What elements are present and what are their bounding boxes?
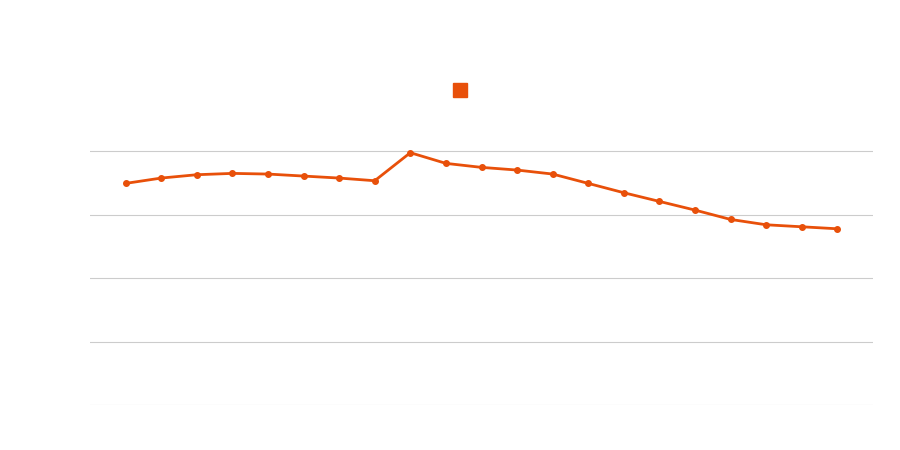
- 価格: [192, 172, 202, 177]
- 価格: [583, 181, 594, 186]
- 価格: [405, 150, 416, 155]
- Legend: 価格: 価格: [451, 83, 512, 99]
- 価格: [298, 173, 309, 179]
- 価格: [121, 181, 131, 186]
- 価格: [760, 222, 771, 228]
- 価格: [512, 167, 523, 173]
- 価格: [263, 171, 274, 177]
- 価格: [369, 178, 380, 184]
- 価格: [832, 226, 842, 231]
- 価格: [796, 224, 807, 230]
- 価格: [440, 161, 451, 166]
- 価格: [725, 217, 736, 222]
- Line: 価格: 価格: [122, 150, 841, 232]
- 価格: [156, 176, 166, 181]
- 価格: [227, 171, 238, 176]
- 価格: [547, 171, 558, 177]
- 価格: [654, 199, 665, 204]
- 価格: [476, 165, 487, 170]
- 価格: [334, 176, 345, 181]
- 価格: [618, 190, 629, 195]
- 価格: [689, 207, 700, 213]
